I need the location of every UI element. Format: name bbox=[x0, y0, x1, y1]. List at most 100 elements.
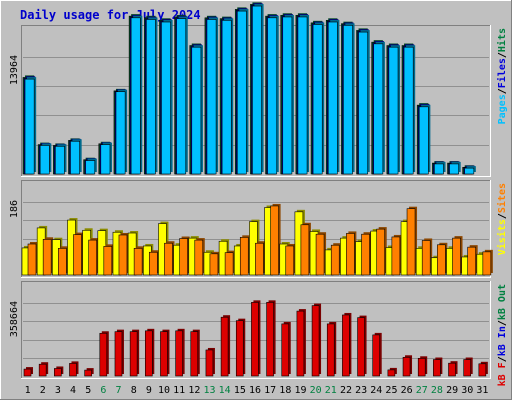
bar-pages-day-18 bbox=[282, 16, 293, 175]
bar-sites-day-14 bbox=[224, 252, 234, 276]
bar-pages-day-4 bbox=[70, 140, 80, 175]
bar-kb-f-day-16 bbox=[251, 302, 259, 377]
bar-sites-day-28 bbox=[437, 244, 446, 276]
day-label-14: 14 bbox=[219, 385, 231, 396]
bar-kb-f-day-23 bbox=[357, 317, 365, 377]
panel-hits-legend: Pages/Files/Hits bbox=[496, 28, 508, 124]
bar-kb-f-day-1 bbox=[23, 368, 32, 377]
bar-pages-day-2 bbox=[39, 145, 50, 175]
bar-pages-day-5 bbox=[85, 160, 96, 175]
day-label-11: 11 bbox=[173, 385, 185, 396]
bar-pages-day-25 bbox=[388, 46, 399, 175]
legend-item: kB F bbox=[497, 362, 508, 386]
day-label-31: 31 bbox=[476, 385, 488, 396]
bar-sites-day-30 bbox=[467, 246, 476, 276]
bar-pages-day-1 bbox=[24, 78, 35, 175]
legend-item: Files bbox=[496, 58, 508, 88]
bar-sites-day-13 bbox=[209, 253, 219, 276]
bar-sites-day-27 bbox=[421, 240, 431, 276]
bar-pages-day-27 bbox=[418, 106, 429, 175]
day-label-22: 22 bbox=[340, 385, 352, 396]
day-label-4: 4 bbox=[70, 385, 76, 396]
bar-kb-f-day-28 bbox=[433, 359, 441, 377]
bar-pages-day-26 bbox=[403, 46, 414, 175]
bar-kb-f-day-26 bbox=[402, 356, 411, 377]
legend-item: Visits bbox=[496, 219, 508, 255]
day-label-23: 23 bbox=[355, 385, 367, 396]
day-label-3: 3 bbox=[55, 385, 61, 396]
day-label-29: 29 bbox=[446, 385, 458, 396]
day-label-18: 18 bbox=[279, 385, 291, 396]
bar-pages-day-12 bbox=[191, 46, 202, 175]
bar-kb-f-day-31 bbox=[478, 363, 487, 377]
bar-kb-f-day-17 bbox=[266, 302, 274, 377]
bar-kb-f-day-2 bbox=[38, 363, 47, 377]
day-label-20: 20 bbox=[310, 385, 322, 396]
day-label-19: 19 bbox=[294, 385, 306, 396]
bar-sites-day-9 bbox=[148, 251, 158, 276]
day-label-13: 13 bbox=[203, 385, 215, 396]
bar-pages-day-14 bbox=[221, 20, 232, 175]
day-label-24: 24 bbox=[370, 385, 382, 396]
bar-sites-day-15 bbox=[239, 237, 249, 276]
day-label-10: 10 bbox=[158, 385, 170, 396]
panel-visits: 186 Visits/Sites bbox=[9, 180, 508, 278]
bar-pages-day-15 bbox=[236, 10, 247, 175]
bar-sites-day-19 bbox=[300, 224, 310, 276]
bar-pages-day-10 bbox=[161, 21, 171, 175]
bar-kb-f-day-27 bbox=[417, 357, 426, 377]
bar-sites-day-22 bbox=[346, 233, 355, 276]
panel-visits-max-label: 186 bbox=[9, 200, 20, 218]
day-label-21: 21 bbox=[325, 385, 337, 396]
bar-pages-day-9 bbox=[145, 19, 156, 175]
bar-sites-day-2 bbox=[42, 238, 52, 276]
bar-kb-f-day-5 bbox=[84, 369, 92, 377]
bar-kb-f-day-3 bbox=[54, 368, 62, 377]
bar-sites-day-21 bbox=[330, 244, 340, 276]
bar-pages-day-21 bbox=[327, 21, 338, 175]
day-label-16: 16 bbox=[249, 385, 261, 396]
day-label-30: 30 bbox=[461, 385, 473, 396]
bar-sites-day-23 bbox=[361, 233, 370, 276]
bar-pages-day-6 bbox=[100, 144, 111, 175]
bar-kb-f-day-22 bbox=[342, 314, 350, 377]
day-label-27: 27 bbox=[416, 385, 428, 396]
day-label-8: 8 bbox=[131, 385, 137, 396]
day-label-1: 1 bbox=[25, 385, 31, 396]
bar-sites-day-5 bbox=[88, 239, 97, 276]
day-label-17: 17 bbox=[264, 385, 276, 396]
day-label-25: 25 bbox=[385, 385, 397, 396]
legend-item: Sites bbox=[496, 183, 508, 213]
bar-sites-day-29 bbox=[452, 237, 461, 276]
legend-item: kB Out bbox=[497, 284, 508, 320]
legend-item: Hits bbox=[496, 28, 508, 52]
day-label-7: 7 bbox=[116, 385, 122, 396]
legend-item: / bbox=[497, 320, 508, 326]
legend-item: / bbox=[497, 88, 508, 94]
bar-sites-day-6 bbox=[103, 246, 113, 276]
bar-pages-day-20 bbox=[312, 24, 323, 175]
bar-kb-f-day-29 bbox=[448, 362, 456, 377]
bar-pages-day-22 bbox=[343, 25, 353, 175]
chart-title: Daily usage for July 2024 bbox=[20, 8, 201, 22]
bar-kb-f-day-13 bbox=[205, 349, 214, 377]
legend-item: / bbox=[497, 52, 508, 58]
bar-kb-f-day-12 bbox=[190, 331, 199, 377]
bar-pages-day-19 bbox=[297, 16, 308, 175]
panel-kbytes-max-label: 358664 bbox=[9, 301, 20, 337]
bar-sites-day-25 bbox=[391, 236, 401, 276]
legend-item: Pages bbox=[497, 94, 508, 124]
bar-kb-f-day-14 bbox=[220, 316, 229, 377]
bar-pages-day-29 bbox=[449, 163, 459, 175]
bar-kb-f-day-10 bbox=[160, 331, 168, 377]
bar-kb-f-day-4 bbox=[69, 363, 77, 377]
bar-kb-f-day-24 bbox=[372, 334, 381, 377]
day-label-9: 9 bbox=[146, 385, 152, 396]
day-label-28: 28 bbox=[431, 385, 443, 396]
bar-kb-f-day-19 bbox=[296, 310, 305, 377]
bar-pages-day-16 bbox=[252, 5, 262, 175]
bar-sites-day-1 bbox=[27, 243, 37, 276]
